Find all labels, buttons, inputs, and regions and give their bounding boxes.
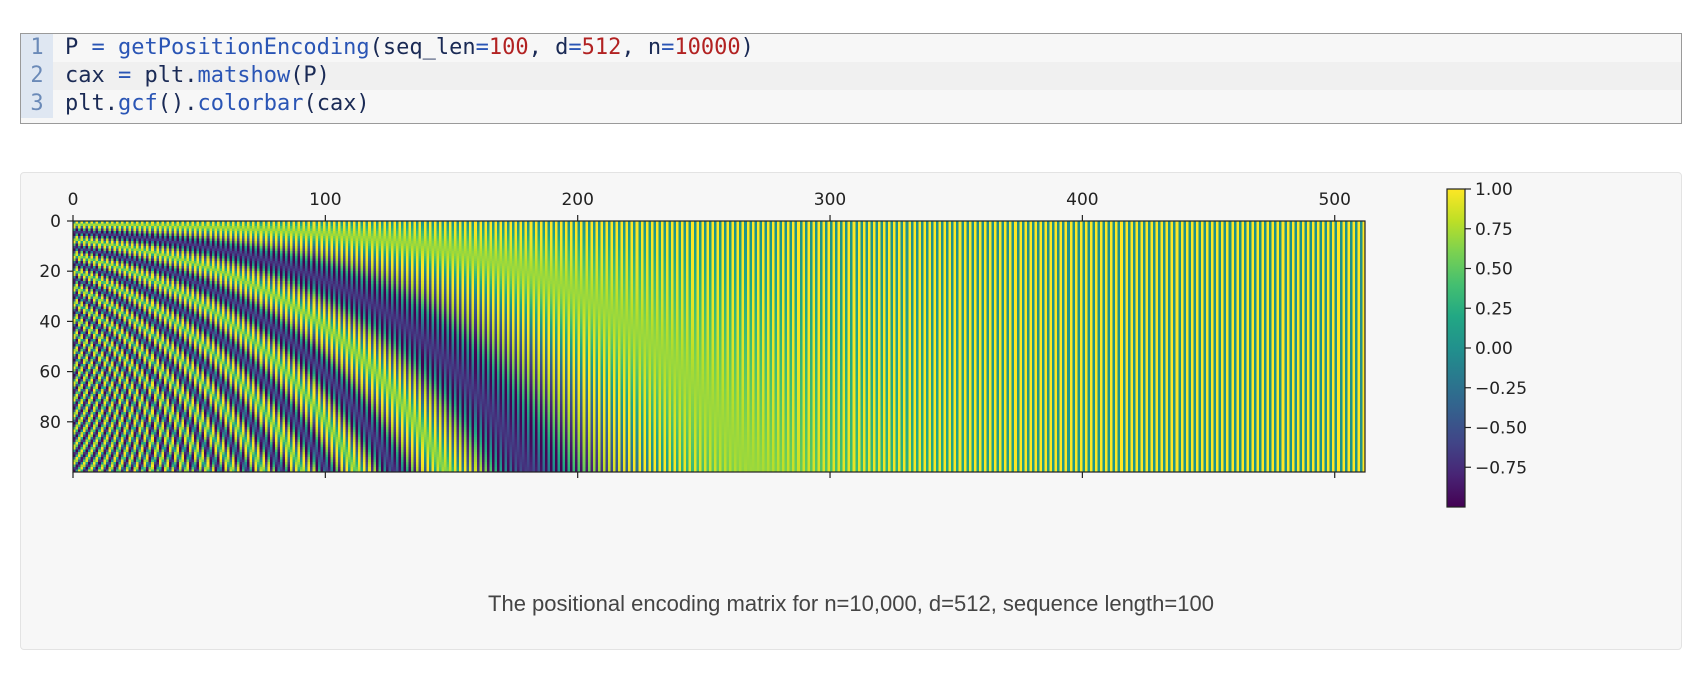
- figure-caption: The positional encoding matrix for n=10,…: [488, 591, 1214, 616]
- code-token: getPositionEncoding: [118, 35, 370, 60]
- code-token: (P): [290, 63, 330, 88]
- x-tick-label: 100: [309, 190, 341, 210]
- y-tick-label: 0: [50, 212, 61, 232]
- line-number: 2: [21, 62, 53, 90]
- colorbar-tick-label: −0.50: [1475, 419, 1527, 439]
- code-token: =: [661, 35, 675, 60]
- code-token: 512: [581, 35, 622, 60]
- line-number: 1: [21, 34, 53, 62]
- code-token: ().: [157, 91, 198, 116]
- code-cell[interactable]: 1 P = getPositionEncoding(seq_len=100, d…: [20, 33, 1682, 124]
- code-text: cax = plt.matshow(P): [65, 62, 330, 90]
- code-token: =: [91, 35, 105, 60]
- code-token: plt.: [65, 91, 118, 116]
- code-token: 100: [488, 35, 529, 60]
- x-tick-label: 400: [1066, 190, 1098, 210]
- y-tick-label: 80: [39, 413, 61, 433]
- y-tick-label: 20: [39, 262, 61, 282]
- code-line-1: 1 P = getPositionEncoding(seq_len=100, d…: [21, 34, 1681, 62]
- code-token: , d: [528, 35, 569, 60]
- code-text: plt.gcf().colorbar(cax): [65, 90, 370, 118]
- code-token: [105, 35, 118, 60]
- plot-frame: [72, 220, 1366, 473]
- x-tick-label: 200: [561, 190, 593, 210]
- colorbar-tick-label: 0.75: [1475, 220, 1513, 240]
- y-tick-label: 40: [39, 312, 61, 332]
- colorbar: [1446, 188, 1466, 508]
- code-token: =: [568, 35, 582, 60]
- code-token: matshow: [197, 63, 291, 88]
- code-token: gcf: [117, 91, 158, 116]
- colorbar-tick-label: −0.25: [1475, 379, 1527, 399]
- code-token: P: [65, 35, 92, 60]
- code-text: P = getPositionEncoding(seq_len=100, d=5…: [65, 34, 754, 62]
- code-token: colorbar: [197, 91, 304, 116]
- code-token: , n: [621, 35, 662, 60]
- y-tick-label: 60: [39, 363, 61, 383]
- code-token: plt.: [131, 63, 198, 88]
- x-tick-label: 300: [814, 190, 846, 210]
- code-token: ): [740, 35, 754, 60]
- colorbar-tick-label: 1.00: [1475, 180, 1513, 200]
- code-token: =: [117, 63, 132, 88]
- code-line-2: 2 cax = plt.matshow(P): [21, 62, 1681, 90]
- code-token: cax: [65, 63, 118, 88]
- heatmap-figure: 0 100 200 300 400 500 0 20 40 60 80 1.00 0.75 0.50 0.2…: [39, 180, 1527, 508]
- colorbar-tick-label: 0.25: [1475, 299, 1513, 319]
- x-tick-label: 500: [1318, 190, 1350, 210]
- colorbar-tick-label: −0.75: [1475, 458, 1527, 478]
- colorbar-tick-label: 0.00: [1475, 339, 1513, 359]
- colorbar-tick-label: 0.50: [1475, 260, 1513, 280]
- heatmap-matrix: [73, 221, 1365, 472]
- code-token: (seq_len: [369, 35, 476, 60]
- figure-card: 0 100 200 300 400 500 0 20 40 60 80 1.00 0.75 0.50 0.2…: [20, 172, 1682, 650]
- x-tick-label: 0: [68, 190, 79, 210]
- code-token: =: [475, 35, 489, 60]
- code-line-3: 3 plt.gcf().colorbar(cax): [21, 90, 1681, 118]
- code-token: (cax): [303, 91, 370, 116]
- line-number: 3: [21, 90, 53, 118]
- code-token: 10000: [674, 35, 741, 60]
